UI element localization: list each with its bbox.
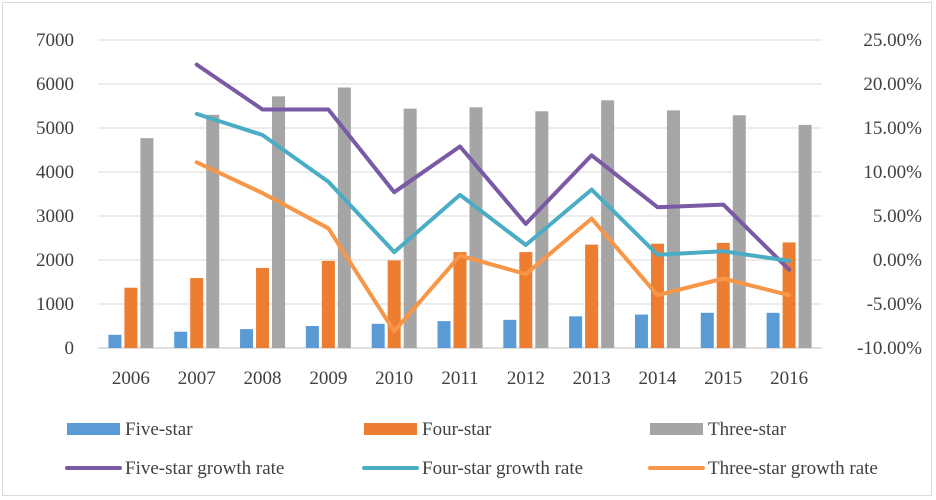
legend-label-three-star-growth-rate: Three-star growth rate [708,458,878,479]
bar-five-star [240,329,254,348]
bar-four-star [387,260,401,348]
bar-four-star [256,267,270,348]
bar-three-star [206,114,220,348]
bar-five-star [634,314,648,348]
y-right-tick-label: 10.00% [863,162,922,183]
y-right-tick-label: 25.00% [863,30,922,51]
bar-five-star [305,326,319,348]
bar-five-star [503,319,517,348]
x-tick-label: 2010 [375,368,413,389]
x-tick-label: 2006 [112,368,150,389]
line-five-star-growth-rate [194,62,792,272]
legend-swatch-five-star [67,423,120,435]
y-right-tick-label: -10.00% [857,338,922,359]
bar-four-star [190,278,204,348]
bar-three-star [272,96,286,348]
bar-five-star [700,312,714,348]
bar-four-star [321,260,335,348]
x-tick-label: 2012 [507,368,545,389]
legend-label-four-star-growth-rate: Four-star growth rate [422,458,583,479]
legend-label-three-star: Three-star [708,419,787,440]
bar-five-star [174,331,188,348]
legend: Five-star Four-star Three-star Five-star gr… [65,419,878,479]
bar-three-star [403,108,417,348]
y-right-tick-label: 20.00% [863,74,922,95]
bar-three-star [666,110,680,349]
y-right-tick-label: 0.00% [873,250,922,271]
x-tick-label: 2011 [441,368,478,389]
bar-three-star [732,115,746,349]
y-left-tick-label: 3000 [36,206,74,227]
x-tick-label: 2009 [309,368,347,389]
x-tick-label: 2007 [178,368,216,389]
y-left-tick-label: 4000 [36,162,74,183]
y-right-tick-label: 15.00% [863,118,922,139]
y-left-tick-label: 2000 [36,250,74,271]
legend-label-five-star: Five-star [125,419,193,440]
bar-four-star [716,242,730,348]
bar-five-star [371,323,385,348]
legend-swatch-four-star [364,423,417,435]
bar-three-star [601,100,615,348]
y-left-tick-label: 5000 [36,118,74,139]
bar-four-star [519,252,533,348]
legend-swatch-three-star [650,423,703,435]
y-left-tick-label: 1000 [36,294,74,315]
bar-five-star [766,312,780,348]
line-three-star-growth-rate [194,160,792,334]
legend-label-four-star: Four-star [422,419,492,440]
growth-lines [194,62,792,334]
bar-three-star [140,138,154,348]
y-left-tick-label: 0 [65,338,75,359]
y-right-tick-label: 5.00% [873,206,922,227]
bar-five-star [569,316,583,348]
x-tick-label: 2008 [244,368,282,389]
x-tick-label: 2016 [770,368,808,389]
line-four-star-growth-rate [194,111,792,263]
axes: 0 1000 2000 3000 4000 5000 6000 7000 -10.00% -5.0… [36,30,922,389]
bar-four-star [124,287,138,348]
x-tick-label: 2013 [573,368,611,389]
y-right-tick-label: -5.00% [867,294,923,315]
bar-three-star [469,107,483,348]
bar-five-star [437,321,451,348]
bar-four-star [453,252,467,348]
bar-five-star [108,334,122,348]
legend-label-five-star-growth-rate: Five-star growth rate [125,458,284,479]
bar-three-star [337,87,351,349]
y-left-tick-label: 7000 [36,30,74,51]
bar-three-star [798,124,812,348]
x-tick-label: 2015 [704,368,742,389]
bar-four-star [585,244,599,348]
bars [108,87,812,349]
y-left-tick-label: 6000 [36,74,74,95]
x-tick-label: 2014 [638,368,677,389]
